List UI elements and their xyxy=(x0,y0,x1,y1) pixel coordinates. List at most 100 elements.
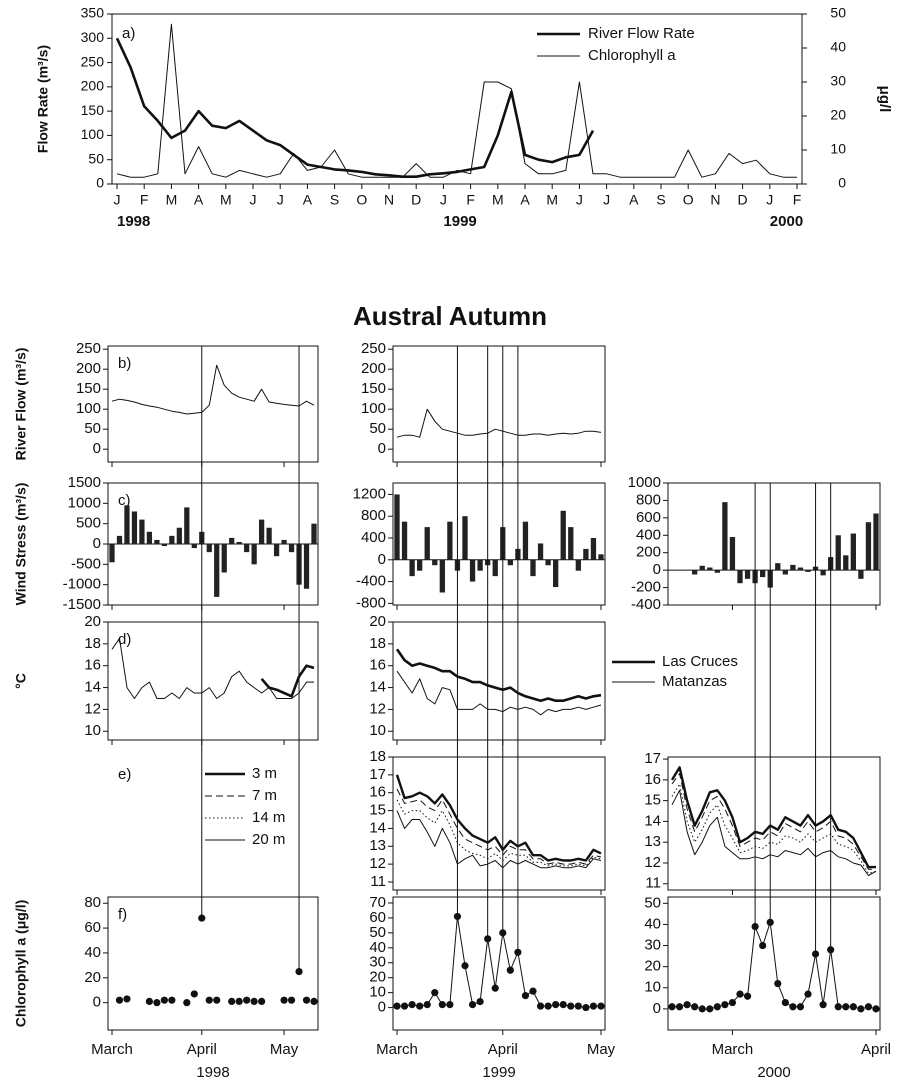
y-tick-label: 13 xyxy=(644,833,661,850)
y2-tick-label: 0 xyxy=(838,175,846,191)
y-tick-label: -400 xyxy=(631,596,661,613)
bar xyxy=(797,567,804,571)
data-point xyxy=(123,995,131,1003)
y-tick-label: 1500 xyxy=(68,474,101,491)
y-tick-label: 50 xyxy=(644,894,661,911)
x-tick-label: J xyxy=(440,192,447,208)
data-point xyxy=(235,997,243,1006)
y-tick-label: -400 xyxy=(356,573,386,590)
y-tick-label: 18 xyxy=(369,748,386,765)
bar xyxy=(843,555,849,571)
series-line xyxy=(396,408,602,438)
x-tick-label: A xyxy=(303,192,313,208)
plot-frame xyxy=(667,482,881,606)
bar xyxy=(590,538,597,560)
plot-frame xyxy=(107,621,319,741)
x-tick-label: N xyxy=(384,192,394,208)
data-point xyxy=(416,1002,424,1010)
bar xyxy=(288,544,295,553)
y-tick-label: 200 xyxy=(81,78,105,94)
y-tick-label: 500 xyxy=(76,515,101,532)
y-tick-label: 0 xyxy=(93,535,101,552)
bar xyxy=(251,544,257,565)
bar xyxy=(820,570,826,576)
y-tick-label: -800 xyxy=(356,594,386,611)
y-tick-label: 1000 xyxy=(628,474,661,491)
bar xyxy=(722,502,728,571)
series-line xyxy=(116,23,797,178)
y-tick-label: 250 xyxy=(81,53,105,69)
y-tick-label: -1500 xyxy=(63,596,101,613)
y-tick-label: 16 xyxy=(84,657,101,674)
series-line xyxy=(111,637,314,699)
legend-label: 3 m xyxy=(252,765,277,782)
y-tick-label: 150 xyxy=(361,380,386,397)
x-tick-label: May xyxy=(270,1041,299,1058)
y-tick-label: 10 xyxy=(644,979,661,996)
y-tick-label: 12 xyxy=(369,700,386,717)
plot-frame xyxy=(111,13,803,185)
x-tick-label: D xyxy=(411,192,421,208)
bar xyxy=(161,544,167,547)
y-tick-label: 20 xyxy=(369,613,386,630)
x-tick-label: M xyxy=(546,192,558,208)
y-tick-label: 100 xyxy=(76,400,101,417)
y-tick-label: 16 xyxy=(369,657,386,674)
bar xyxy=(221,544,227,573)
y-tick-label: 60 xyxy=(369,909,386,926)
y-tick-label: 50 xyxy=(84,420,101,437)
bar xyxy=(545,559,551,566)
data-point xyxy=(438,1000,446,1009)
legend-label: River Flow Rate xyxy=(588,25,695,42)
y-tick-label: 13 xyxy=(369,837,386,854)
series-line xyxy=(396,810,602,869)
bar xyxy=(575,559,581,571)
data-point xyxy=(250,997,258,1006)
bar xyxy=(462,516,468,560)
y-tick-label: 400 xyxy=(636,526,661,543)
y-tick-label: -200 xyxy=(631,579,661,596)
x-tick-label: A xyxy=(520,192,530,208)
y-tick-label: 15 xyxy=(644,792,661,809)
data-point xyxy=(168,996,176,1004)
bar xyxy=(424,527,430,560)
bar xyxy=(553,559,559,588)
bar xyxy=(850,533,856,571)
data-point xyxy=(706,1005,714,1013)
bar xyxy=(729,537,736,571)
y-tick-label: 14 xyxy=(369,819,386,836)
x-tick-label: N xyxy=(710,192,720,208)
series-line xyxy=(395,648,602,702)
x-tick-label: J xyxy=(766,192,773,208)
legend-label: Chlorophyll a xyxy=(588,47,676,64)
y-tick-label: 0 xyxy=(93,994,101,1011)
y-tick-label: 100 xyxy=(361,400,386,417)
y-tick-label: 10 xyxy=(84,722,101,739)
legend-label: 14 m xyxy=(252,809,285,826)
x-tick-label: O xyxy=(356,192,367,208)
bar xyxy=(522,521,529,560)
bar xyxy=(560,510,566,560)
data-point xyxy=(536,1002,545,1010)
y2-tick-label: 30 xyxy=(830,73,846,89)
y-tick-label: 20 xyxy=(369,969,386,986)
y-tick-label: 10 xyxy=(369,722,386,739)
legend-label: 7 m xyxy=(252,787,277,804)
data-point xyxy=(280,996,288,1004)
x-tick-label: J xyxy=(250,192,257,208)
bar xyxy=(154,539,160,544)
y-tick-label: 14 xyxy=(84,679,101,696)
series-line xyxy=(672,921,877,1010)
data-point xyxy=(145,997,154,1006)
bar xyxy=(273,544,280,557)
panel-label: d) xyxy=(118,631,131,648)
panel-label: a) xyxy=(122,25,135,42)
data-point xyxy=(713,1003,721,1011)
bar xyxy=(744,570,751,579)
data-point xyxy=(842,1003,850,1011)
bar xyxy=(439,559,445,593)
bar xyxy=(477,559,483,571)
legend-label: 20 m xyxy=(252,831,285,848)
data-point xyxy=(668,1003,676,1011)
